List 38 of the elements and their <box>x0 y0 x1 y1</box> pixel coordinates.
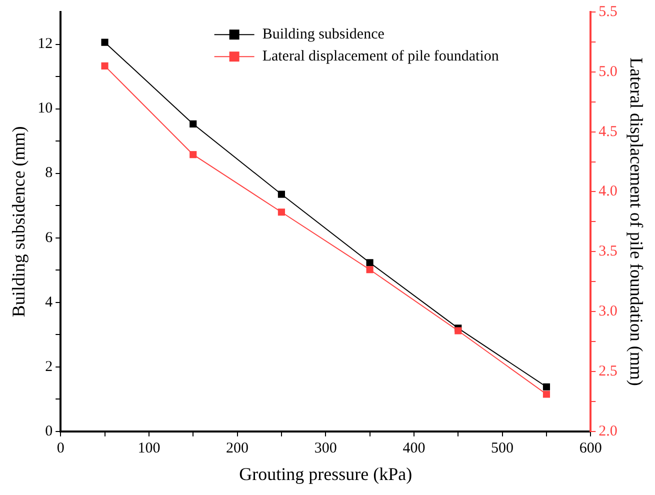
y2-tick-label: 3.0 <box>598 304 618 320</box>
point <box>278 208 285 216</box>
legend-label: Lateral displacement of pile foundation <box>262 48 500 65</box>
point <box>278 190 285 198</box>
y2-tick-label: 2.0 <box>598 423 618 440</box>
y2-tick-label: 5.5 <box>598 4 618 20</box>
y2-tick-label: 3.5 <box>598 244 618 260</box>
x-tick-label: 500 <box>491 440 514 456</box>
point <box>190 151 197 158</box>
x-axis-title: Grouting pressure (kPa) <box>239 464 412 484</box>
point <box>542 390 550 398</box>
point <box>101 38 108 46</box>
x-tick-label: 600 <box>579 440 602 456</box>
y-tick-label: 10 <box>38 100 53 117</box>
point <box>542 383 550 390</box>
y-tick-label: 4 <box>45 294 54 310</box>
y-tick-label: 0 <box>45 423 53 440</box>
y2-tick-label: 2.5 <box>598 363 618 380</box>
point <box>366 259 374 266</box>
x-tick-label: 300 <box>314 440 337 456</box>
y-tick-label: 6 <box>45 230 54 246</box>
legend-label: Building subsidence <box>262 26 385 43</box>
y-tick-label: 12 <box>38 36 53 52</box>
x-tick-label: 400 <box>402 440 426 456</box>
x-tick-label: 200 <box>226 440 249 456</box>
point <box>366 266 374 274</box>
point <box>101 62 108 70</box>
point <box>454 327 462 334</box>
y2-tick-label: 5.0 <box>598 64 618 80</box>
x-tick-label: 100 <box>138 440 160 456</box>
x-tick-label: 0 <box>56 440 64 456</box>
y-axis-title: Building subsidence (mm) <box>8 126 29 318</box>
y-tick-label: 8 <box>45 165 53 182</box>
point <box>190 120 197 128</box>
y2-tick-label: 4.0 <box>598 184 618 200</box>
y2-axis-title: Lateral displacement of pile foundation (mm) <box>626 58 646 386</box>
y-tick-label: 2 <box>45 358 53 375</box>
y2-tick-label: 4.5 <box>598 124 618 140</box>
